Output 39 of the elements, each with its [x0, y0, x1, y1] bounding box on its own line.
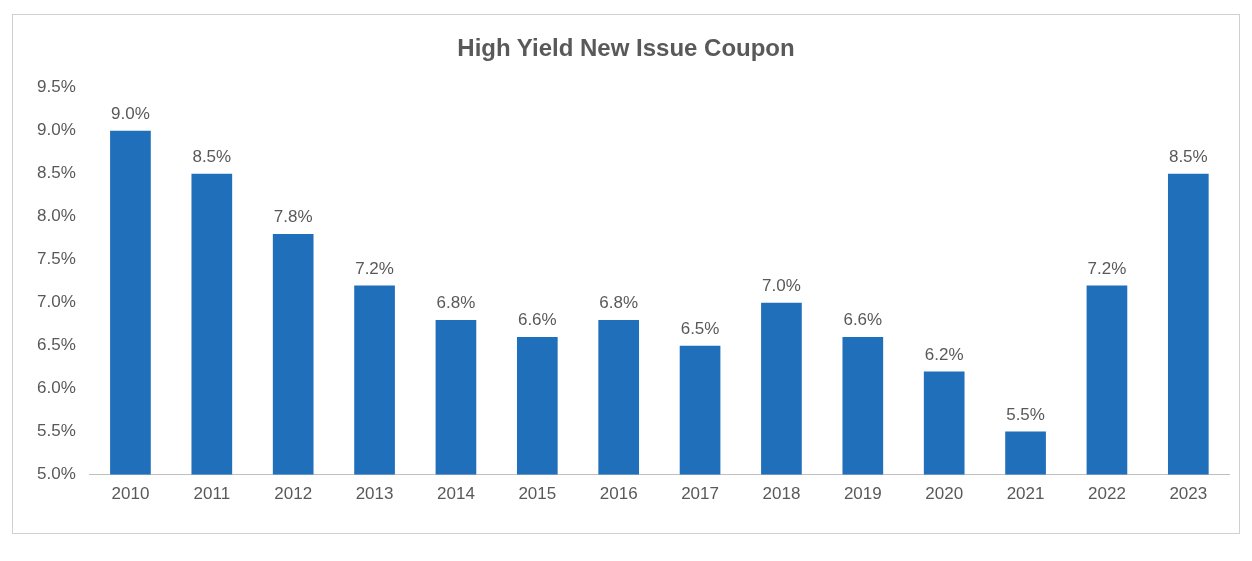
data-label: 6.5% — [680, 318, 720, 338]
data-label: 6.8% — [436, 293, 476, 313]
y-tick-label: 9.0% — [37, 120, 76, 140]
x-tick-label: 2020 — [925, 484, 964, 504]
x-tick-label: 2017 — [681, 484, 719, 504]
x-tick-label: 2013 — [355, 484, 394, 504]
data-label: 7.0% — [762, 275, 801, 295]
x-tick-label: 2022 — [1088, 484, 1126, 504]
data-label: 7.8% — [273, 207, 313, 227]
chart-title: High Yield New Issue Coupon — [457, 34, 795, 62]
y-tick-label: 8.0% — [37, 206, 76, 226]
y-tick-label: 8.5% — [37, 163, 76, 183]
data-label: 6.8% — [599, 293, 639, 313]
data-label: 7.2% — [1087, 258, 1127, 278]
x-tick-label: 2010 — [111, 484, 150, 504]
y-tick-label: 7.5% — [37, 249, 76, 269]
x-tick-label: 2018 — [762, 484, 801, 504]
y-tick-label: 6.5% — [37, 335, 76, 355]
data-label: 6.6% — [843, 310, 883, 330]
data-label: 6.6% — [517, 310, 557, 330]
data-label: 8.5% — [1168, 146, 1208, 166]
x-tick-label: 2023 — [1169, 484, 1208, 504]
data-label: 7.2% — [355, 258, 394, 278]
y-tick-label: 5.5% — [37, 421, 76, 441]
x-tick-label: 2021 — [1006, 484, 1045, 504]
y-tick-label: 5.0% — [37, 464, 76, 484]
y-tick-label: 9.5% — [37, 77, 76, 97]
data-label: 9.0% — [111, 103, 150, 123]
x-tick-label: 2011 — [193, 484, 231, 504]
x-tick-label: 2012 — [274, 484, 313, 504]
data-label: 6.2% — [924, 344, 964, 364]
data-label: 8.5% — [192, 146, 232, 166]
y-tick-label: 7.0% — [37, 292, 76, 312]
data-label: 5.5% — [1006, 404, 1045, 424]
x-tick-label: 2014 — [437, 484, 475, 504]
x-tick-label: 2015 — [518, 484, 557, 504]
x-tick-label: 2019 — [843, 484, 882, 504]
x-tick-label: 2016 — [599, 484, 638, 504]
y-tick-label: 6.0% — [37, 378, 76, 398]
